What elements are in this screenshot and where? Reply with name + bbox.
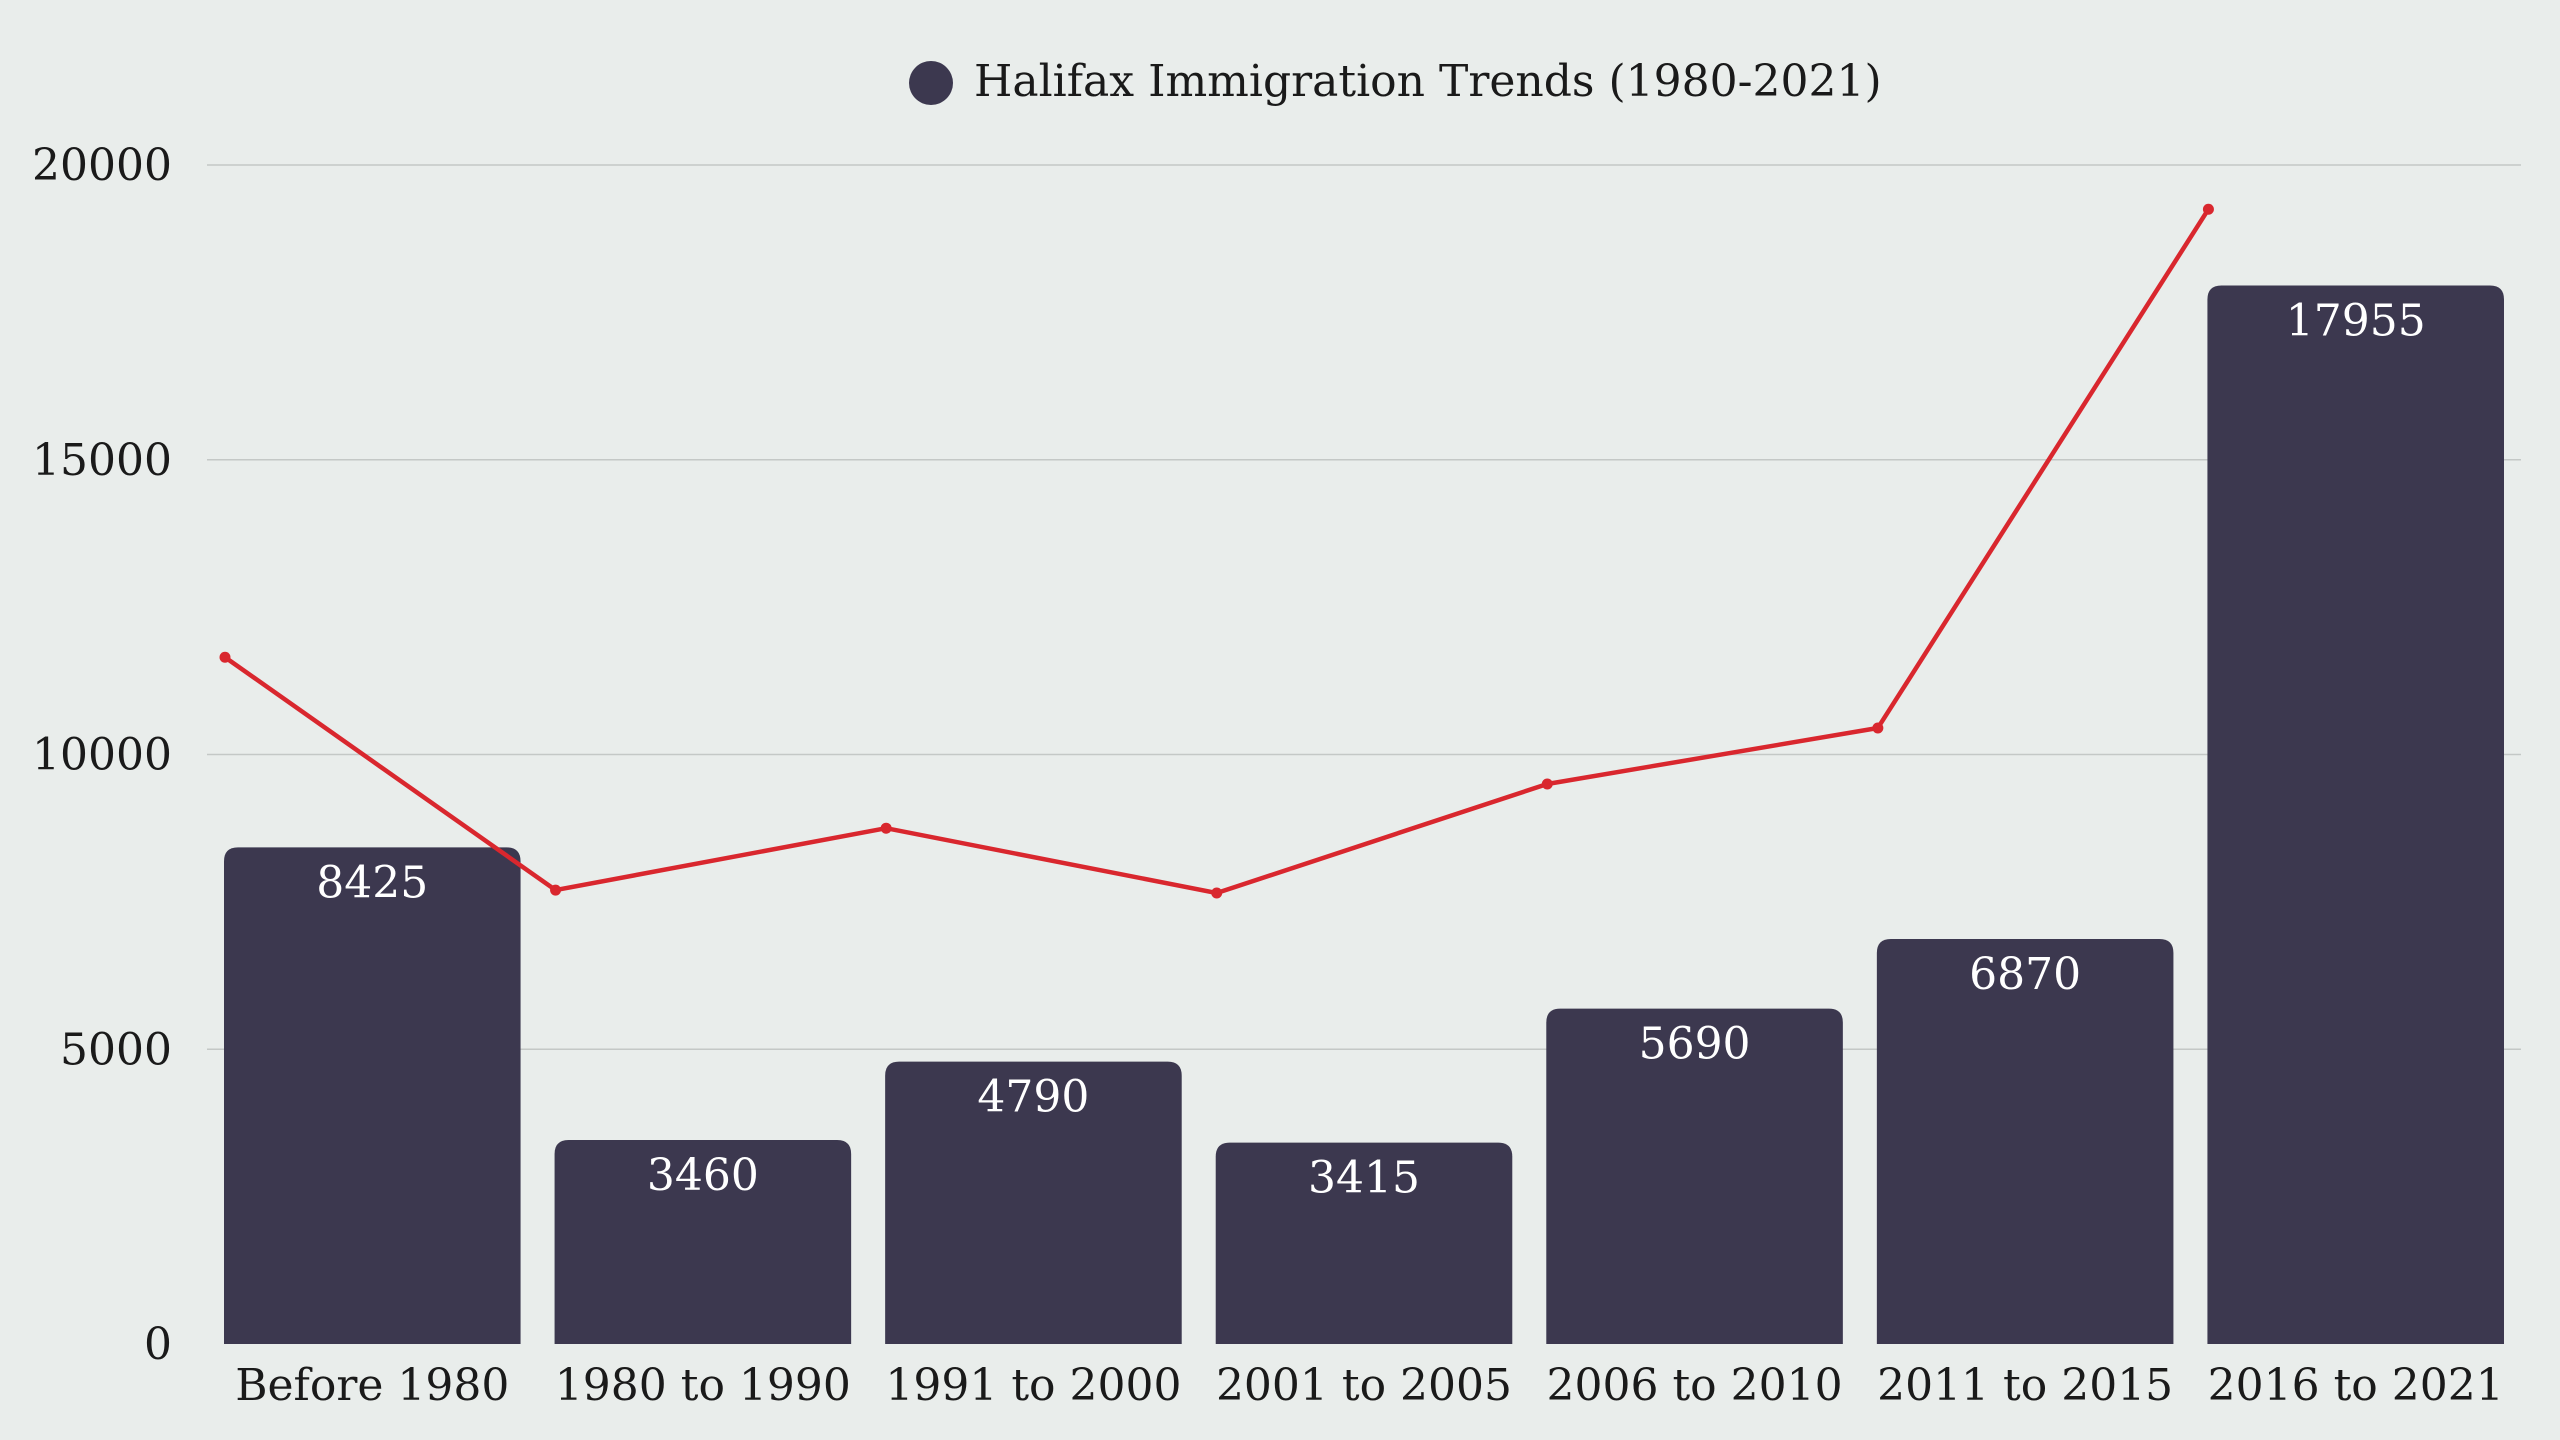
axes: 0 5000 10000 15000 20000 Before 1980 1980 to 1… [32, 140, 2504, 1411]
bars: 8425 3460 4790 3415 5690 6870 17955 [224, 285, 2504, 1345]
x-tick-label: 2016 to 2021 [2208, 1360, 2504, 1411]
trend-point [219, 651, 231, 663]
y-tick-label: 10000 [32, 730, 172, 781]
bar-value-label: 8425 [316, 857, 428, 908]
y-tick-label: 15000 [32, 435, 172, 486]
bar-value-label: 5690 [1639, 1019, 1751, 1070]
x-tick-label: 2001 to 2005 [1216, 1360, 1512, 1411]
trend-point [1211, 887, 1223, 899]
trend-line [223, 208, 2211, 896]
y-tick-label: 5000 [60, 1024, 172, 1075]
bar-value-label: 4790 [977, 1072, 1089, 1123]
x-tick-label: 1991 to 2000 [885, 1360, 1181, 1411]
bar [2207, 285, 2504, 1345]
bar-value-label: 3460 [647, 1150, 759, 1201]
x-tick-label: 1980 to 1990 [555, 1360, 851, 1411]
x-tick-label: 2006 to 2010 [1547, 1360, 1843, 1411]
legend: Halifax Immigration Trends (1980-2021) [909, 56, 1882, 107]
bar-value-label: 3415 [1308, 1153, 1420, 1204]
trend-line-series [219, 203, 2214, 899]
gridlines [207, 164, 2521, 1050]
bar [1876, 939, 2174, 1344]
trend-point [550, 884, 562, 896]
bar [885, 1061, 1182, 1344]
trend-point [1541, 778, 1553, 790]
bar [1215, 1142, 1513, 1344]
y-tick-label: 20000 [32, 140, 172, 191]
x-tick-label: Before 1980 [235, 1360, 509, 1411]
bar [1546, 1008, 1843, 1344]
trend-point [2202, 203, 2214, 215]
legend-marker [909, 61, 953, 105]
bar [554, 1140, 852, 1344]
bar-value-label: 17955 [2286, 296, 2426, 347]
x-tick-label: 2011 to 2015 [1877, 1360, 2173, 1411]
legend-label: Halifax Immigration Trends (1980-2021) [974, 56, 1882, 107]
bar [224, 847, 521, 1344]
y-tick-label: 0 [144, 1319, 172, 1370]
bar-value-label: 6870 [1969, 949, 2081, 1000]
trend-point [1872, 722, 1884, 734]
trend-point [880, 822, 892, 834]
